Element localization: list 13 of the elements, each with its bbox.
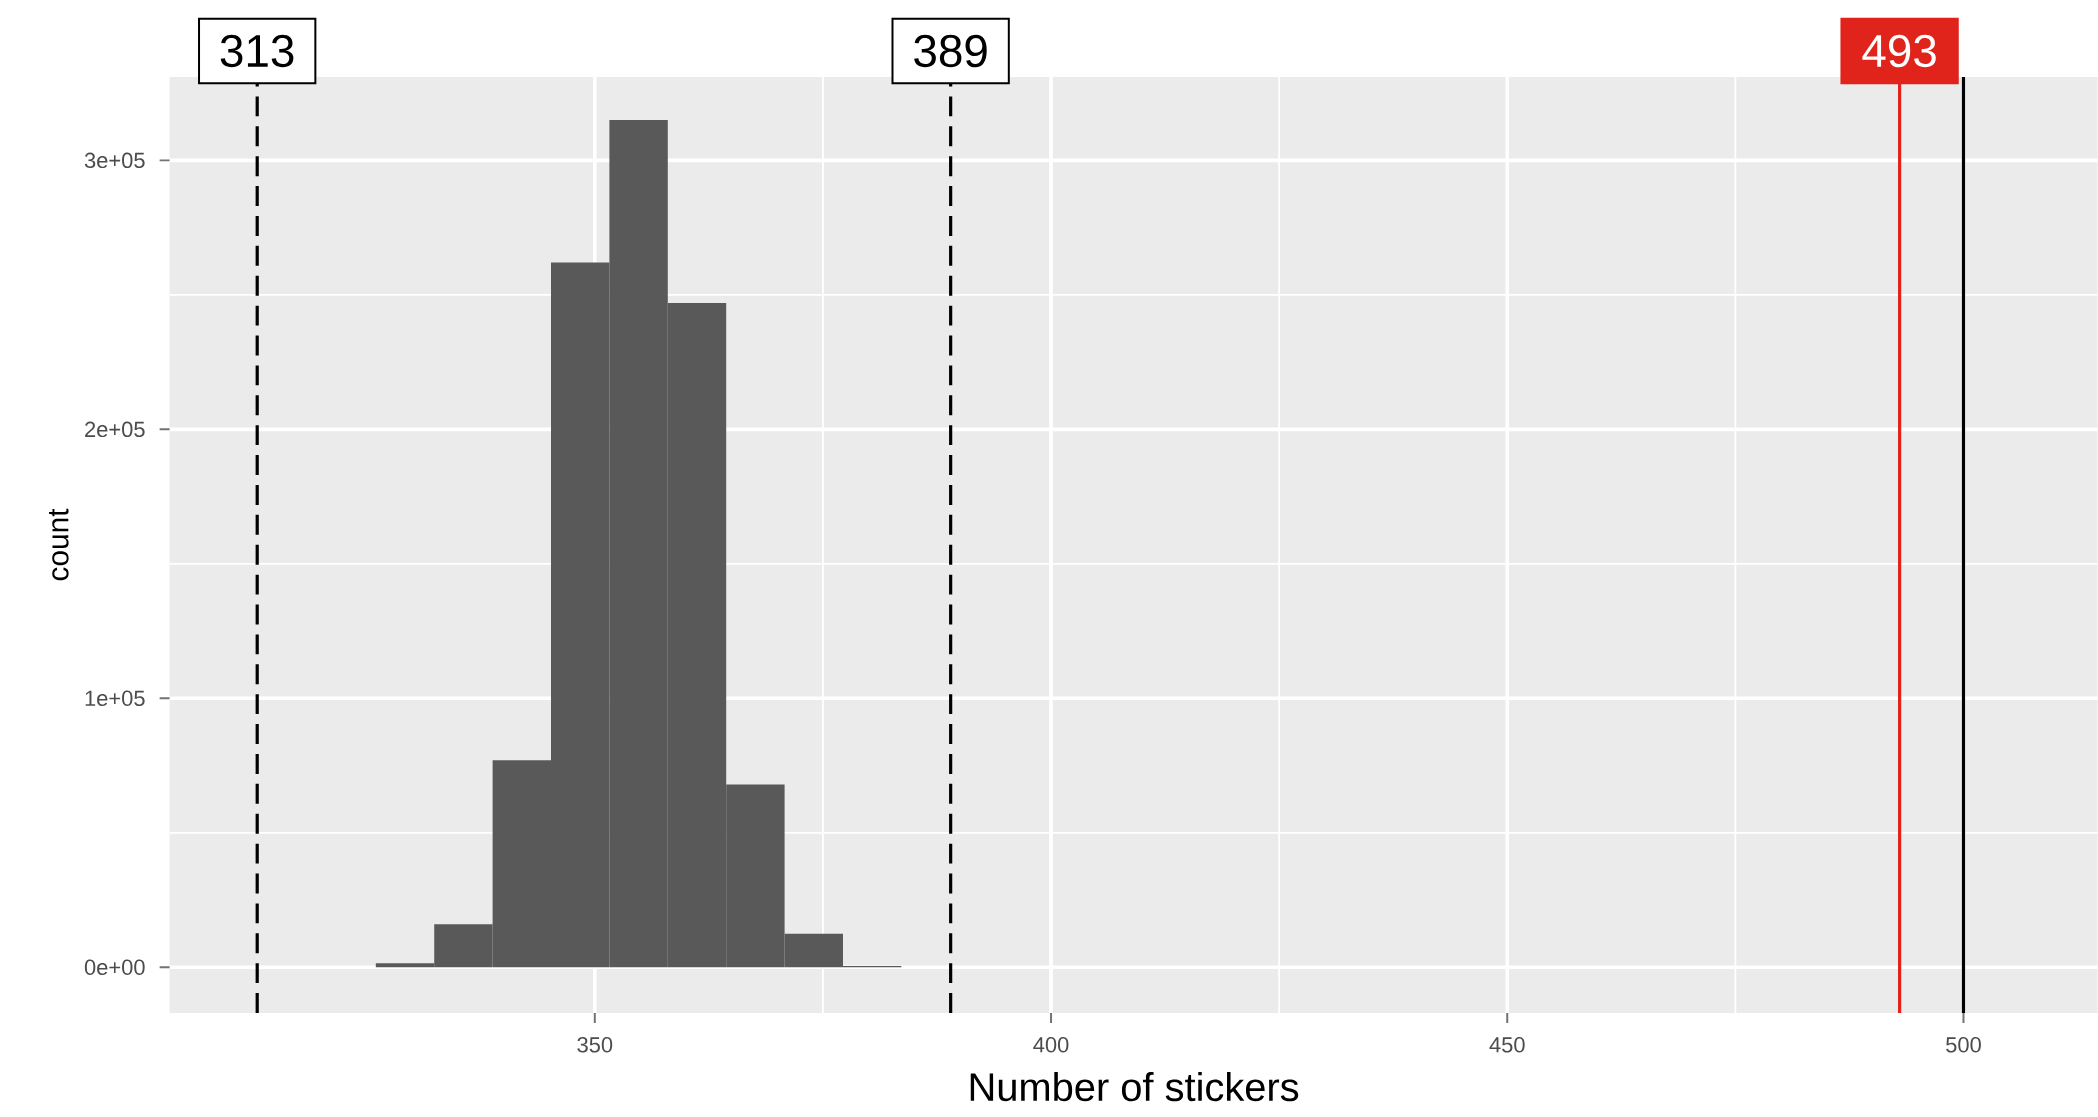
y-tick-label: 1e+05	[85, 690, 145, 707]
y-tick-label: 0e+00	[84, 959, 145, 976]
x-tick-label: 400	[1033, 1037, 1069, 1053]
y-tick-label: 3e+05	[84, 152, 145, 169]
x-axis-title: Number of stickers	[970, 1071, 1299, 1102]
ref-line-label: 313	[220, 34, 294, 68]
x-tick-label: 450	[1489, 1037, 1525, 1053]
y-tick-label: 2e+05	[85, 421, 145, 438]
x-tick-label: 500	[1946, 1037, 1981, 1053]
x-tick-label: 350	[577, 1037, 613, 1053]
y-axis-title: count	[48, 508, 69, 581]
ref-line-label: 493	[1862, 34, 1936, 68]
ref-line-label: 389	[914, 34, 987, 68]
